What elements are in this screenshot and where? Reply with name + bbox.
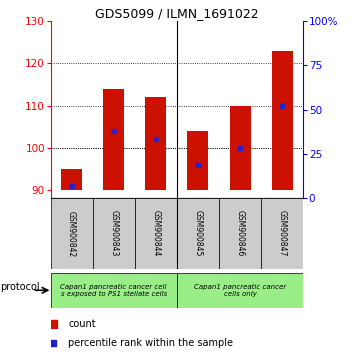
Text: GSM900847: GSM900847 [278, 210, 287, 257]
Text: GSM900842: GSM900842 [67, 211, 76, 257]
Text: GSM900846: GSM900846 [236, 210, 244, 257]
Bar [187, 131, 208, 190]
Bar [61, 169, 82, 190]
FancyBboxPatch shape [51, 198, 93, 269]
Text: count: count [68, 319, 96, 329]
Text: GSM900843: GSM900843 [109, 210, 118, 257]
Text: GSM900845: GSM900845 [193, 210, 203, 257]
FancyBboxPatch shape [177, 198, 219, 269]
FancyBboxPatch shape [219, 198, 261, 269]
FancyBboxPatch shape [177, 273, 303, 308]
Text: GSM900844: GSM900844 [151, 210, 160, 257]
Bar [271, 51, 293, 190]
Text: Capan1 pancreatic cancer
cells only: Capan1 pancreatic cancer cells only [194, 284, 286, 297]
Bar [230, 105, 251, 190]
FancyBboxPatch shape [51, 273, 177, 308]
Title: GDS5099 / ILMN_1691022: GDS5099 / ILMN_1691022 [95, 7, 259, 20]
Text: protocol: protocol [0, 282, 40, 292]
FancyBboxPatch shape [93, 198, 135, 269]
Bar [103, 88, 124, 190]
Text: Capan1 pancreatic cancer cell
s exposed to PS1 stellate cells: Capan1 pancreatic cancer cell s exposed … [60, 284, 167, 297]
Text: percentile rank within the sample: percentile rank within the sample [68, 338, 233, 348]
Bar [145, 97, 166, 190]
FancyBboxPatch shape [261, 198, 303, 269]
FancyBboxPatch shape [135, 198, 177, 269]
